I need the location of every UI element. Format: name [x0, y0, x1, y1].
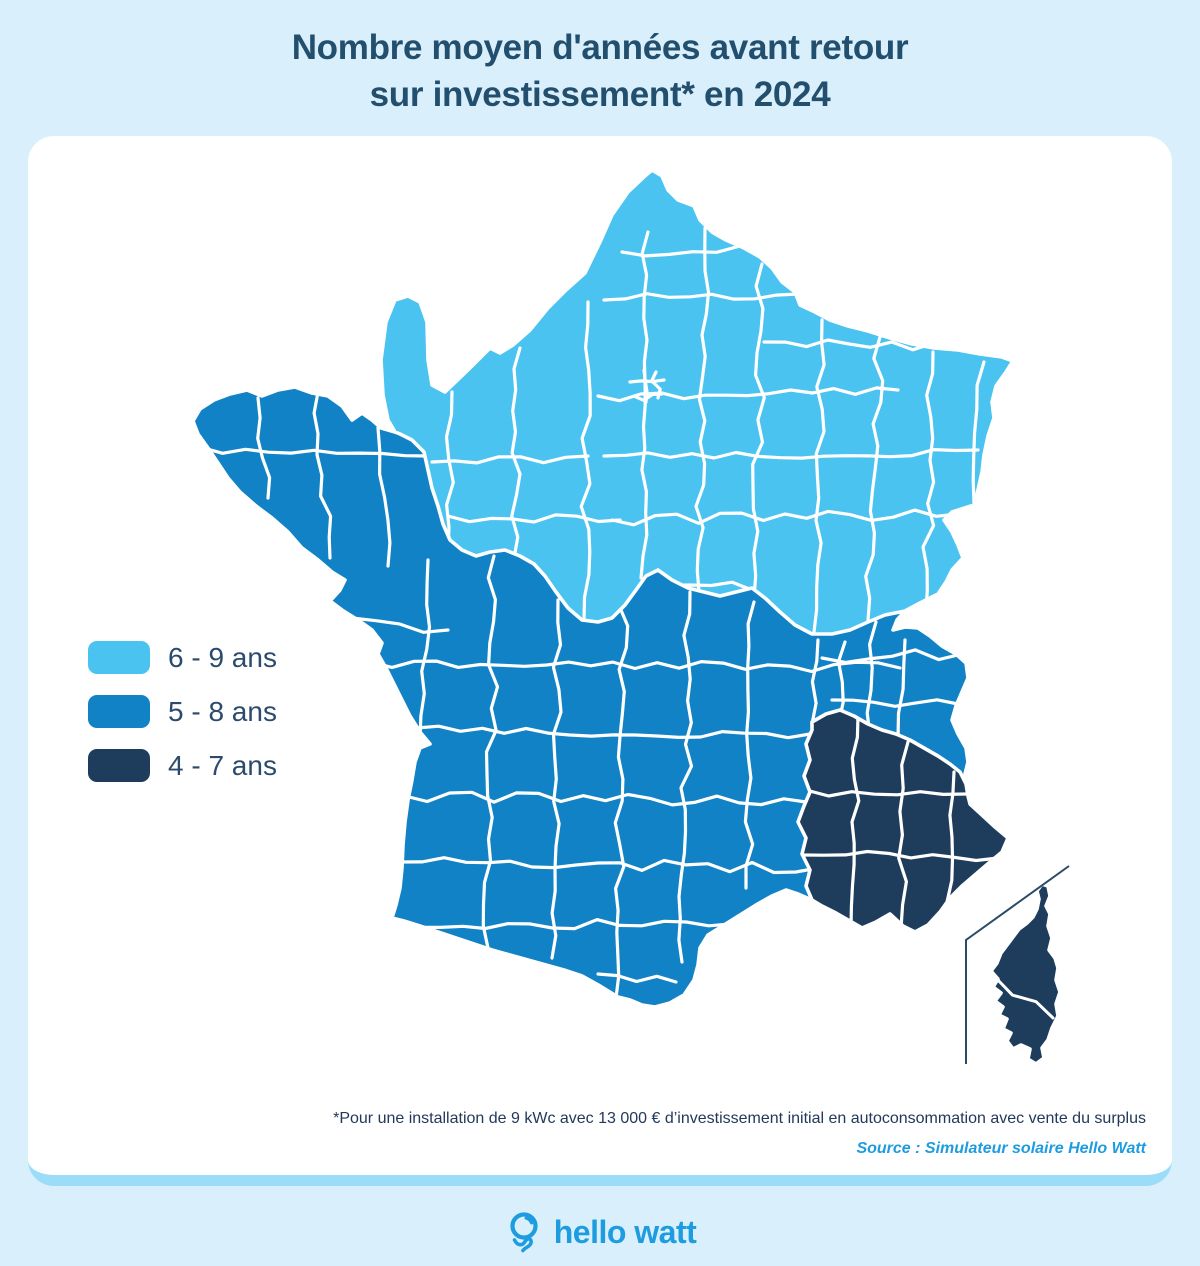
legend-swatch-5-8 [88, 695, 150, 728]
legend-label-5-8: 5 - 8 ans [168, 695, 277, 727]
logo-text: hello watt [553, 1213, 697, 1250]
bulb-base-squiggle [512, 1237, 533, 1253]
map-legend: 6 - 9 ans 5 - 8 ans 4 - 7 ans [88, 641, 277, 803]
footnote: *Pour une installation de 9 kWc avec 13 … [333, 1110, 1146, 1127]
legend-item-5-8: 5 - 8 ans [88, 695, 277, 728]
legend-swatch-6-9 [88, 641, 150, 674]
source-credit: Source : Simulateur solaire Hello Watt [856, 1140, 1146, 1157]
legend-label-6-9: 6 - 9 ans [168, 641, 277, 673]
page-title: Nombre moyen d'années avant retour sur i… [0, 24, 1200, 118]
bulb-highlight [524, 1216, 533, 1225]
lightbulb-icon [510, 1212, 538, 1253]
legend-item-6-9: 6 - 9 ans [88, 641, 277, 674]
legend-swatch-4-7 [88, 749, 150, 782]
title-line-1: Nombre moyen d'années avant retour [291, 28, 909, 67]
legend-item-4-7: 4 - 7 ans [88, 749, 277, 782]
legend-label-4-7: 4 - 7 ans [168, 749, 277, 781]
hello-watt-logo: hello watt [0, 1204, 1200, 1260]
title-line-2: sur investissement* en 2024 [369, 75, 831, 114]
